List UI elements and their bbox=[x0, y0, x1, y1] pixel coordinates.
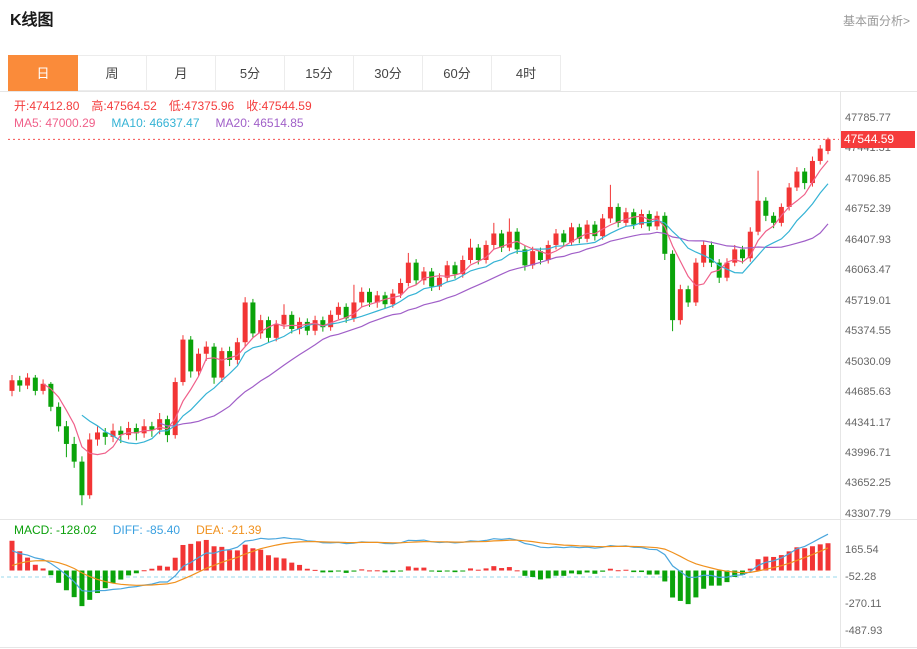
price-axis-label: 47785.77 bbox=[845, 112, 891, 124]
close-value: 47544.59 bbox=[261, 99, 312, 113]
tab-5min[interactable]: 5分 bbox=[215, 55, 285, 91]
macd-value: -128.02 bbox=[56, 523, 97, 537]
ma10-readout: MA10: 46637.47 bbox=[111, 116, 199, 130]
ma-readout: MA5: 47000.29 MA10: 46637.47 MA20: 46514… bbox=[14, 116, 304, 130]
open-readout: 开:47412.80 bbox=[14, 97, 79, 114]
price-axis-label: 45030.09 bbox=[845, 356, 891, 368]
ma20-value: 46514.85 bbox=[253, 116, 304, 130]
tab-30min[interactable]: 30分 bbox=[353, 55, 423, 91]
price-axis-label: 43307.79 bbox=[845, 508, 891, 520]
diff-value: -85.40 bbox=[146, 523, 181, 537]
dea-value-readout: DEA: -21.39 bbox=[196, 523, 261, 537]
price-axis-label: 46752.39 bbox=[845, 203, 891, 215]
price-axis-label: 45719.01 bbox=[845, 295, 891, 307]
low-label: 低: bbox=[168, 99, 185, 113]
tab-month[interactable]: 月 bbox=[146, 55, 216, 91]
ohlc-readout: 开:47412.80 高:47564.52 低:47375.96 收:47544… bbox=[14, 97, 312, 114]
tab-4hour[interactable]: 4时 bbox=[491, 55, 561, 91]
low-readout: 低:47375.96 bbox=[169, 97, 234, 114]
price-axis-label: 44341.17 bbox=[845, 417, 891, 429]
ma20-label: MA20: bbox=[215, 116, 251, 130]
close-label: 收: bbox=[246, 99, 262, 113]
macd-axis-label: -487.93 bbox=[845, 625, 883, 637]
ma5-value: 47000.29 bbox=[45, 116, 96, 130]
ma10-value: 46637.47 bbox=[149, 116, 200, 130]
ma5-label: MA5: bbox=[14, 116, 43, 130]
diff-value-readout: DIFF: -85.40 bbox=[113, 523, 180, 537]
open-label: 开: bbox=[14, 99, 30, 113]
timeframe-tabs: 日 周 月 5分 15分 30分 60分 4时 bbox=[8, 55, 561, 91]
macd-readout: MACD: -128.02 DIFF: -85.40 DEA: -21.39 bbox=[14, 523, 261, 537]
dea-value: -21.39 bbox=[227, 523, 262, 537]
price-axis-label: 43652.25 bbox=[845, 477, 891, 489]
diff-label: DIFF: bbox=[112, 523, 143, 537]
ma5-readout: MA5: 47000.29 bbox=[14, 116, 95, 130]
open-value: 47412.80 bbox=[29, 99, 80, 113]
fundamental-analysis-link[interactable]: 基本面分析> bbox=[842, 14, 910, 28]
price-axis-label: 46063.47 bbox=[845, 264, 891, 276]
price-axis-label: 47096.85 bbox=[845, 173, 891, 185]
dea-label: DEA: bbox=[196, 523, 225, 537]
macd-label: MACD: bbox=[14, 523, 53, 537]
high-readout: 高:47564.52 bbox=[91, 97, 156, 114]
tab-60min[interactable]: 60分 bbox=[422, 55, 492, 91]
price-axis-label: 43996.71 bbox=[845, 447, 891, 459]
current-price-tag: 47544.59 bbox=[841, 131, 915, 148]
macd-axis-label: 165.54 bbox=[845, 544, 879, 556]
price-axis-label: 45374.55 bbox=[845, 325, 891, 337]
high-label: 高: bbox=[91, 99, 107, 113]
ma10-label: MA10: bbox=[111, 116, 147, 130]
macd-axis-label: -270.11 bbox=[845, 598, 882, 610]
macd-axis-label: -52.28 bbox=[845, 571, 877, 583]
ma20-readout: MA20: 46514.85 bbox=[216, 116, 304, 130]
macd-value-readout: MACD: -128.02 bbox=[14, 523, 97, 537]
high-value: 47564.52 bbox=[106, 99, 157, 113]
page-title: K线图 bbox=[10, 12, 54, 29]
tab-15min[interactable]: 15分 bbox=[284, 55, 354, 91]
tab-day[interactable]: 日 bbox=[8, 55, 78, 91]
price-axis-label: 44685.63 bbox=[845, 386, 891, 398]
price-axis-label: 46407.93 bbox=[845, 234, 891, 246]
low-value: 47375.96 bbox=[184, 99, 235, 113]
close-readout: 收:47544.59 bbox=[246, 97, 311, 114]
